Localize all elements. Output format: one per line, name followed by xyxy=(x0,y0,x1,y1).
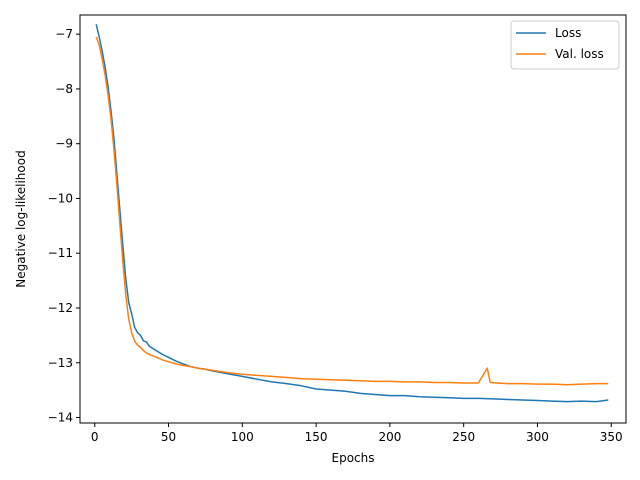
series-line-val-loss xyxy=(95,36,609,386)
series-layer xyxy=(95,24,609,403)
y-tick-label: −12 xyxy=(48,301,73,315)
y-tick-label: −14 xyxy=(48,411,73,425)
x-tick-label: 250 xyxy=(452,430,475,444)
legend-label-loss: Loss xyxy=(555,26,581,40)
x-tick-label: 200 xyxy=(378,430,401,444)
legend-label-val-loss: Val. loss xyxy=(555,47,604,61)
x-tick-label: 350 xyxy=(600,430,623,444)
x-tick-label: 300 xyxy=(526,430,549,444)
x-axis: 0 50 100 150 200 250 300 350 xyxy=(91,423,623,444)
x-tick-label: 50 xyxy=(161,430,176,444)
x-axis-title: Epochs xyxy=(332,451,375,465)
y-tick-label: −13 xyxy=(48,356,73,370)
y-tick-label: −10 xyxy=(48,191,73,205)
x-tick-label: 150 xyxy=(305,430,328,444)
y-tick-label: −9 xyxy=(55,137,73,151)
legend: Loss Val. loss xyxy=(510,20,620,70)
y-tick-label: −11 xyxy=(48,246,73,260)
y-tick-label: −7 xyxy=(55,27,73,41)
plot-frame xyxy=(79,14,627,424)
y-tick-label: −8 xyxy=(55,82,73,96)
y-axis-title: Negative log-likelihood xyxy=(14,150,28,287)
x-tick-label: 100 xyxy=(231,430,254,444)
y-axis: −14 −13 −12 −11 −10 −9 −8 −7 xyxy=(48,27,80,425)
x-tick-label: 0 xyxy=(91,430,99,444)
